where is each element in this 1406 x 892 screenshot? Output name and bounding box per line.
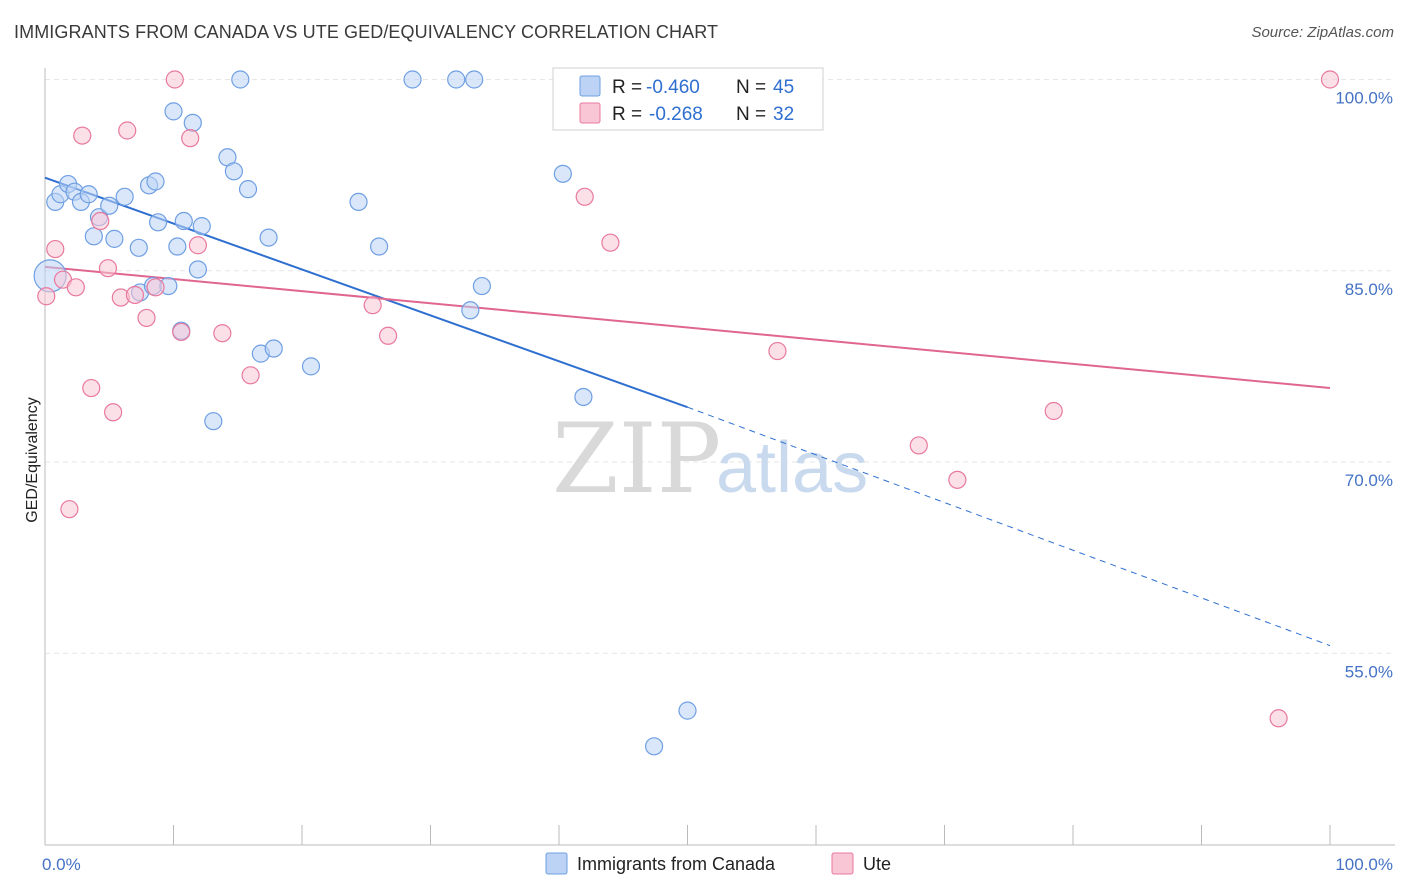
y-tick-label: 85.0%: [1345, 280, 1393, 299]
ute-point: [37, 287, 56, 306]
canada-point: [231, 70, 250, 89]
series-swatch-blue: [545, 852, 568, 875]
legend-n-label: N =: [736, 77, 766, 98]
ute-point: [60, 500, 79, 519]
ute-point: [172, 322, 191, 342]
ute-point: [1320, 70, 1340, 89]
ute-point: [1269, 709, 1288, 728]
ute-point: [118, 121, 137, 140]
ute-point: [146, 278, 165, 297]
canada-point: [644, 737, 664, 756]
canada-point: [115, 187, 134, 206]
ute-point: [1044, 401, 1063, 421]
ute-point: [137, 308, 156, 328]
grid-lines: [45, 79, 1395, 654]
ute-point: [909, 436, 928, 455]
canada-point: [183, 113, 202, 132]
canada-point: [79, 185, 98, 204]
legend-n-value: 45: [773, 77, 794, 98]
legend-n-value: 32: [773, 104, 794, 125]
ute-point: [363, 296, 382, 315]
ute-point: [125, 285, 145, 305]
ute-point: [241, 366, 260, 385]
canada-point: [105, 229, 124, 248]
watermark-zip: ZIP: [552, 403, 721, 515]
ute-point: [91, 211, 110, 231]
canada-point: [84, 227, 103, 246]
axes: [44, 68, 1395, 846]
canada-trend-extension: [687, 406, 1331, 647]
ute-point: [98, 259, 118, 278]
legend-swatch-pink: [579, 102, 601, 124]
ute-point: [104, 403, 123, 422]
correlation-legend: R = -0.460 N = 45 R = -0.268 N = 32: [552, 67, 824, 131]
canada-point: [188, 260, 208, 279]
series-label-ute: Ute: [863, 854, 891, 874]
ute-point: [46, 239, 65, 259]
canada-point: [301, 357, 321, 376]
legend-r-label: R =: [612, 77, 642, 98]
canada-point: [224, 162, 243, 181]
source-label: Source: ZipAtlas.com: [1251, 24, 1394, 41]
ute-trend-line: [44, 265, 1331, 390]
watermark-atlas: atlas: [716, 428, 868, 508]
watermark: ZIP atlas: [552, 403, 868, 515]
legend-r-value: -0.268: [649, 104, 703, 125]
canada-point: [370, 237, 389, 256]
ute-point: [165, 70, 184, 89]
ute-point: [66, 278, 85, 297]
x-tick-label: 0.0%: [42, 855, 81, 874]
ute-point: [601, 233, 620, 252]
y-tick-labels: 100.0% 85.0% 70.0% 55.0%: [1335, 89, 1393, 682]
ute-point: [575, 187, 594, 206]
canada-point: [100, 196, 119, 215]
canada-point: [678, 701, 697, 720]
legend-r-value: -0.460: [646, 77, 700, 98]
canada-point: [349, 192, 368, 211]
canada-point: [259, 228, 278, 247]
ute-point: [948, 470, 967, 489]
series-legend: Immigrants from Canada Ute: [545, 852, 891, 875]
chart-title: IMMIGRANTS FROM CANADA VS UTE GED/EQUIVA…: [14, 22, 719, 42]
x-tick-labels: 0.0% 100.0%: [42, 855, 1393, 874]
ute-point: [188, 236, 208, 255]
x-tick-label: 100.0%: [1335, 855, 1393, 874]
ute-point: [82, 378, 101, 398]
canada-point: [168, 237, 187, 256]
ute-point: [378, 326, 398, 345]
canada-point: [461, 301, 480, 320]
canada-point: [264, 339, 283, 358]
series-swatch-pink: [831, 852, 854, 875]
canada-point: [465, 70, 484, 89]
canada-point: [129, 238, 148, 257]
series-label-canada: Immigrants from Canada: [577, 854, 776, 874]
y-tick-label: 100.0%: [1335, 89, 1393, 108]
canada-point: [574, 387, 593, 407]
canada-point: [164, 102, 183, 121]
canada-point: [447, 70, 466, 89]
canada-point: [204, 412, 223, 431]
canada-point: [472, 276, 491, 296]
canada-point: [238, 180, 258, 199]
canada-point: [553, 164, 572, 183]
ute-point: [213, 324, 232, 343]
canada-point: [192, 217, 211, 236]
canada-point: [146, 172, 165, 191]
y-axis-title: GED/Equivalency: [24, 397, 41, 522]
legend-r-label: R =: [612, 104, 642, 125]
ute-point: [768, 341, 787, 361]
canada-point: [403, 70, 422, 89]
canada-point: [148, 213, 168, 232]
ute-point: [181, 129, 200, 148]
ute-point: [73, 126, 92, 145]
data-points: [33, 70, 1340, 756]
canada-point: [174, 211, 193, 231]
y-tick-label: 55.0%: [1345, 662, 1393, 681]
legend-swatch-blue: [579, 75, 601, 97]
y-tick-label: 70.0%: [1345, 471, 1393, 490]
legend-n-label: N =: [736, 104, 766, 125]
